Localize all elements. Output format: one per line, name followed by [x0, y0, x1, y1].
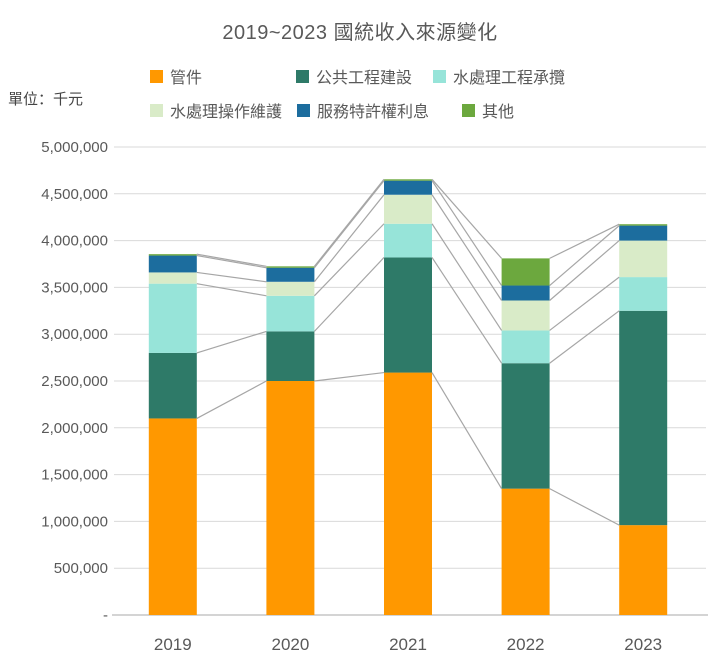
bar-segment-2023: [619, 310, 668, 526]
legend-label: 水處理操作維護: [170, 104, 283, 121]
connector-line: [431, 194, 503, 301]
bar-segment-2019: [148, 352, 197, 419]
bar-segment-2022: [501, 300, 550, 331]
bar-segment-2019: [148, 283, 197, 353]
connector-line: [313, 178, 385, 267]
legend-item-water-maintenance: 水處理操作維護: [150, 101, 283, 121]
bar-segment-2019: [148, 255, 197, 273]
bar-segment-2022: [501, 330, 550, 364]
y-tick-label: 2,000,000: [41, 420, 108, 437]
bar-segment-2019: [148, 272, 197, 284]
connector-line: [431, 223, 503, 331]
legend-swatch-public-works-icon: [296, 69, 309, 83]
connector-line: [314, 371, 385, 382]
legend-item-other: 其他: [462, 101, 515, 121]
connector-line: [313, 223, 385, 297]
legend-swatch-water-contracting-icon: [433, 69, 446, 83]
connector-line: [313, 194, 385, 283]
connector-line: [549, 310, 620, 364]
unit-label: 單位：千元: [8, 91, 84, 108]
legend-item-concession-interest: 服務特許權利息: [297, 101, 430, 121]
bar-segment-2023: [619, 525, 668, 615]
connector-line: [196, 380, 267, 419]
bar-segment-2020: [266, 381, 315, 615]
legend-label: 水處理工程承攬: [453, 70, 566, 87]
connector-line: [549, 225, 620, 286]
legend-item-pipes: 管件: [150, 67, 203, 87]
y-tick-label: -: [103, 607, 108, 624]
legend-label: 管件: [170, 70, 203, 87]
chart-title: 2019~2023 國統收入來源變化: [222, 22, 498, 44]
bar-segment-2022: [501, 363, 550, 489]
y-tick-label: 4,500,000: [41, 186, 108, 203]
connector-line: [549, 223, 620, 259]
connector-line: [313, 257, 385, 332]
connector-line: [431, 178, 503, 259]
connector-line: [549, 488, 620, 526]
bar-segment-2022: [501, 285, 550, 301]
y-tick-label: 3,000,000: [41, 326, 108, 343]
x-axis-label: 2019: [154, 635, 192, 654]
bar-segment-2019: [148, 254, 197, 256]
y-tick-label: 3,500,000: [41, 279, 108, 296]
legend-item-public-works: 公共工程建設: [296, 67, 413, 87]
connector-line: [196, 254, 267, 269]
y-tick-label: 500,000: [54, 560, 108, 577]
connector-line: [196, 253, 267, 267]
bar-segment-2021: [384, 223, 432, 258]
legend-label: 公共工程建設: [316, 70, 413, 87]
legend-swatch-concession-interest-icon: [297, 103, 310, 117]
bar-segment-2023: [619, 240, 668, 278]
bar-segment-2021: [384, 194, 432, 224]
bar-segment-2021: [384, 179, 432, 181]
y-tick-label: 5,000,000: [41, 139, 108, 156]
connector-line: [431, 372, 503, 489]
y-tick-label: 1,000,000: [41, 513, 108, 530]
bar-segment-2023: [619, 277, 668, 311]
bar-segment-2022: [501, 258, 550, 286]
bar-segment-2021: [384, 180, 432, 195]
bar-segment-2020: [266, 331, 315, 381]
legend-swatch-pipes-icon: [150, 69, 163, 83]
legend-label: 服務特許權利息: [317, 104, 430, 121]
connector-line: [431, 180, 503, 286]
x-axis-label: 2023: [624, 635, 662, 654]
connector-line: [431, 257, 503, 364]
connector-line: [196, 271, 267, 283]
connector-line: [549, 240, 620, 301]
y-tick-label: 4,000,000: [41, 233, 108, 250]
connector-line: [196, 283, 267, 297]
connector-line: [196, 330, 267, 354]
bar-segment-2023: [619, 224, 668, 226]
legend-label: 其他: [482, 104, 515, 121]
y-tick-label: 2,500,000: [41, 373, 108, 390]
x-axis-label: 2022: [507, 635, 545, 654]
bar-segment-2021: [384, 257, 432, 373]
x-axis-label: 2021: [389, 635, 427, 654]
x-axis-label: 2020: [271, 635, 309, 654]
legend-swatch-other-icon: [462, 103, 475, 117]
bar-segment-2020: [266, 266, 315, 268]
connector-line: [313, 180, 385, 269]
legend-swatch-water-maintenance-icon: [150, 103, 163, 117]
connector-line: [549, 276, 620, 331]
bar-segment-2020: [266, 267, 315, 282]
bar-segment-2019: [148, 418, 197, 615]
bar-segment-2020: [266, 281, 315, 296]
bar-segment-2022: [501, 488, 550, 615]
bar-segment-2020: [266, 295, 315, 332]
y-tick-label: 1,500,000: [41, 467, 108, 484]
legend-item-water-contracting: 水處理工程承攬: [433, 67, 566, 87]
bar-segment-2023: [619, 225, 668, 241]
bar-segment-2021: [384, 372, 432, 615]
